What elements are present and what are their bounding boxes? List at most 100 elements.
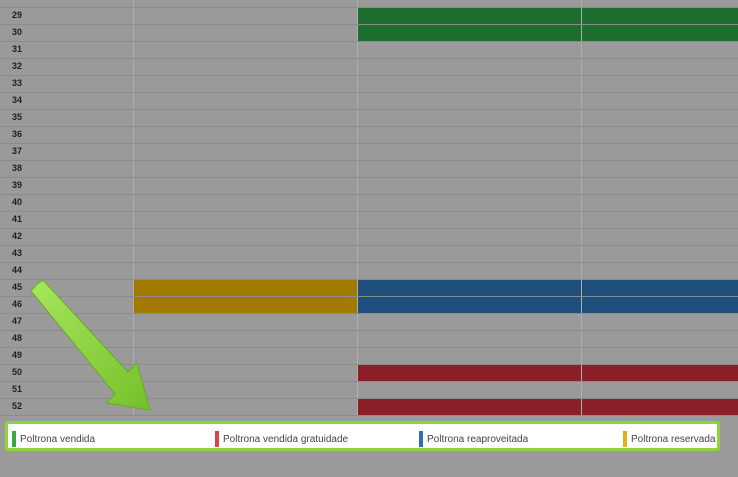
row-number: 36: [12, 129, 23, 139]
seat-cell[interactable]: [582, 144, 738, 160]
row-number-cell: 45: [0, 280, 134, 296]
seat-row: 29: [0, 8, 738, 25]
seat-cell[interactable]: [582, 127, 738, 143]
seat-cell[interactable]: [358, 229, 582, 245]
seat-cell[interactable]: [582, 0, 738, 7]
legend-label-sold-free: Poltrona vendida gratuidade: [223, 433, 349, 445]
seat-cell[interactable]: [134, 399, 358, 415]
seat-cell[interactable]: [134, 76, 358, 92]
seat-cell[interactable]: [134, 297, 358, 313]
row-number: 47: [12, 316, 23, 326]
seat-cell[interactable]: [358, 76, 582, 92]
seat-row: 31: [0, 42, 738, 59]
seat-cell[interactable]: [134, 365, 358, 381]
seat-row: 45: [0, 280, 738, 297]
seat-cell[interactable]: [358, 263, 582, 279]
seat-cell[interactable]: [134, 161, 358, 177]
seat-cell[interactable]: [134, 195, 358, 211]
seat-cell[interactable]: [134, 331, 358, 347]
seat-cell[interactable]: [358, 246, 582, 262]
row-number: 32: [12, 61, 23, 71]
seat-cell[interactable]: [134, 314, 358, 330]
seat-cell[interactable]: [582, 246, 738, 262]
seat-map-grid: 29 30 31 32 33 34 35 36 37 38 39 40 41 42 43 44 45 46 47 48…: [0, 0, 738, 416]
seat-cell[interactable]: [358, 42, 582, 58]
seat-cell[interactable]: [358, 59, 582, 75]
seat-cell[interactable]: [358, 382, 582, 398]
row-number: 41: [12, 214, 23, 224]
seat-cell[interactable]: [582, 93, 738, 109]
seat-cell[interactable]: [358, 297, 582, 313]
seat-cell[interactable]: [134, 229, 358, 245]
seat-cell[interactable]: [134, 110, 358, 126]
seat-cell[interactable]: [134, 212, 358, 228]
seat-cell[interactable]: [582, 212, 738, 228]
seat-cell[interactable]: [358, 93, 582, 109]
seat-cell[interactable]: [358, 0, 582, 7]
seat-cell[interactable]: [134, 178, 358, 194]
seat-cell[interactable]: [358, 25, 582, 41]
seat-cell[interactable]: [134, 25, 358, 41]
seat-cell[interactable]: [358, 110, 582, 126]
row-number-cell: 37: [0, 144, 134, 160]
seat-cell[interactable]: [582, 42, 738, 58]
seat-cell[interactable]: [134, 8, 358, 24]
seat-cell[interactable]: [134, 59, 358, 75]
seat-row: 49: [0, 348, 738, 365]
seat-cell[interactable]: [582, 263, 738, 279]
seat-cell[interactable]: [358, 314, 582, 330]
seat-cell[interactable]: [582, 348, 738, 364]
seat-cell[interactable]: [582, 314, 738, 330]
seat-cell[interactable]: [134, 382, 358, 398]
seat-cell[interactable]: [134, 42, 358, 58]
seat-row: 46: [0, 297, 738, 314]
seat-cell[interactable]: [582, 229, 738, 245]
seat-cell[interactable]: [358, 161, 582, 177]
row-number-cell: 44: [0, 263, 134, 279]
seat-cell[interactable]: [358, 348, 582, 364]
seat-cell[interactable]: [358, 399, 582, 415]
seat-cell[interactable]: [358, 212, 582, 228]
seat-cell[interactable]: [582, 331, 738, 347]
row-number-cell: 46: [0, 297, 134, 313]
seat-cell[interactable]: [134, 348, 358, 364]
seat-cell[interactable]: [358, 280, 582, 296]
seat-cell[interactable]: [582, 382, 738, 398]
legend-item-reserved: Poltrona reservada: [623, 431, 716, 447]
seat-cell[interactable]: [358, 178, 582, 194]
seat-cell[interactable]: [134, 93, 358, 109]
seat-cell[interactable]: [358, 127, 582, 143]
seat-cell[interactable]: [134, 263, 358, 279]
seat-cell[interactable]: [358, 365, 582, 381]
seat-cell[interactable]: [134, 280, 358, 296]
seat-cell[interactable]: [134, 246, 358, 262]
seat-cell[interactable]: [358, 8, 582, 24]
seat-cell[interactable]: [582, 365, 738, 381]
seat-cell[interactable]: [582, 76, 738, 92]
seat-cell[interactable]: [134, 0, 358, 7]
row-number-cell: 30: [0, 25, 134, 41]
seat-cell[interactable]: [582, 280, 738, 296]
seat-cell[interactable]: [582, 59, 738, 75]
seat-cell[interactable]: [358, 331, 582, 347]
seat-cell[interactable]: [582, 297, 738, 313]
seat-cell[interactable]: [582, 161, 738, 177]
seat-cell[interactable]: [358, 144, 582, 160]
seat-cell[interactable]: [582, 25, 738, 41]
seat-cell[interactable]: [134, 144, 358, 160]
legend-label-reused: Poltrona reaproveitada: [427, 433, 529, 445]
seat-cell[interactable]: [582, 178, 738, 194]
row-number: 35: [12, 112, 23, 122]
seat-cell[interactable]: [582, 110, 738, 126]
seat-cell[interactable]: [582, 8, 738, 24]
seat-cell[interactable]: [134, 127, 358, 143]
seat-row: 51: [0, 382, 738, 399]
legend-item-sold: Poltrona vendida: [12, 431, 95, 447]
legend-label-reserved: Poltrona reservada: [631, 433, 716, 445]
seat-cell[interactable]: [358, 195, 582, 211]
seat-cell[interactable]: [582, 195, 738, 211]
seat-row: 30: [0, 25, 738, 42]
row-number-cell: 40: [0, 195, 134, 211]
row-number-cell: 42: [0, 229, 134, 245]
seat-cell[interactable]: [582, 399, 738, 415]
